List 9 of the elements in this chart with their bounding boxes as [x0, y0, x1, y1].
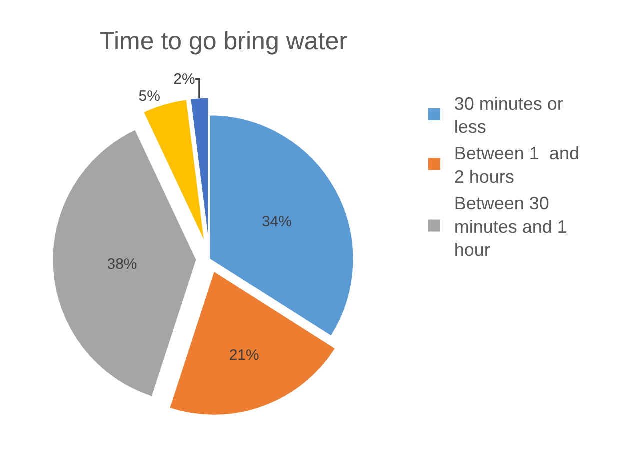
legend-label: Between 1 and 2 hours [454, 144, 580, 187]
legend-label: 30 minutes or less [454, 94, 564, 138]
legend-label: Between 30 minutes and 1 hour [454, 193, 568, 260]
data-label: 2% [174, 70, 196, 88]
data-label: 5% [138, 88, 160, 105]
data-label: 21% [229, 346, 260, 364]
data-label: 34% [262, 214, 292, 231]
chart-title: Time to go bring water [100, 27, 348, 56]
data-label: 38% [107, 256, 138, 274]
